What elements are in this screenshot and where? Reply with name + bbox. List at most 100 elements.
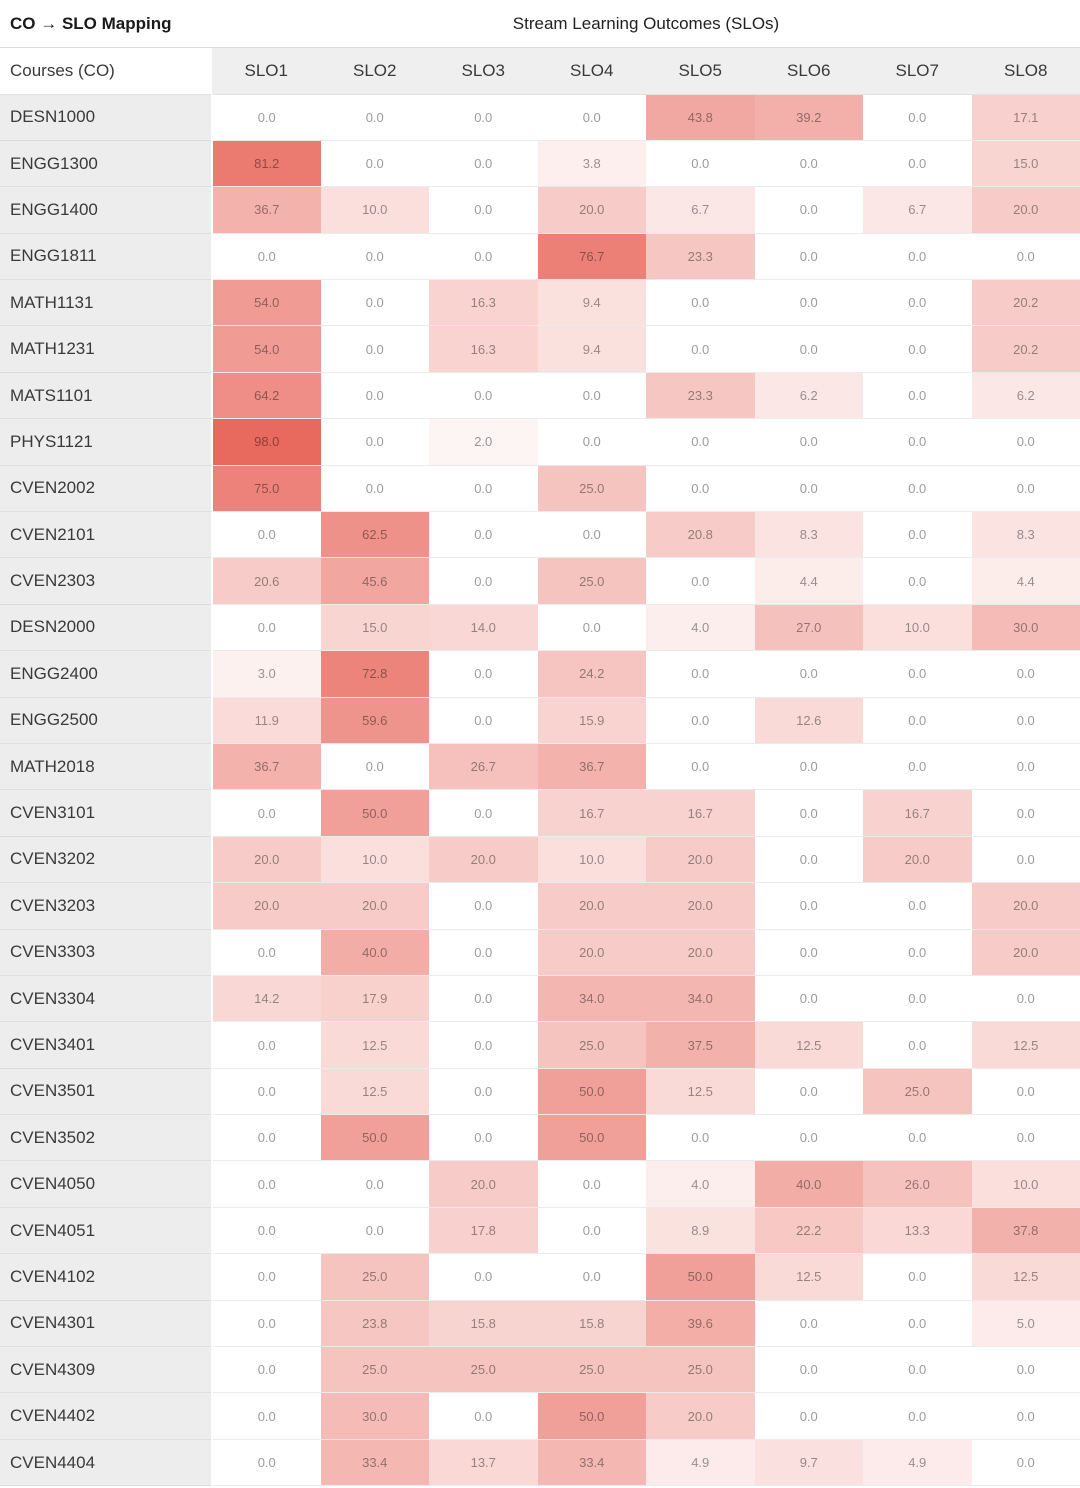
- heatmap-cell: 0.0: [429, 1392, 538, 1440]
- heatmap-cell: 43.8: [646, 94, 755, 141]
- heatmap-cell: 0.0: [320, 743, 429, 791]
- heatmap-cell: 0.0: [212, 1392, 321, 1440]
- heatmap-cell: 30.0: [971, 604, 1080, 652]
- heatmap-cell: 16.7: [537, 789, 646, 837]
- heatmap-cell: 0.0: [754, 1300, 863, 1348]
- heatmap-cell: 0.0: [971, 789, 1080, 837]
- heatmap-cell: 59.6: [320, 697, 429, 744]
- heatmap-cell: 3.0: [212, 650, 321, 698]
- heatmap-cell: 0.0: [212, 1114, 321, 1162]
- course-label: MATH2018: [0, 743, 213, 791]
- heatmap-cell: 12.5: [320, 1021, 429, 1069]
- heatmap-cell: 98.0: [212, 418, 321, 466]
- heatmap-cell: 16.7: [646, 789, 755, 837]
- heatmap-cell: 17.8: [429, 1207, 538, 1255]
- heatmap-cell: 0.0: [863, 465, 972, 513]
- heatmap-cell: 23.3: [646, 372, 755, 420]
- heatmap-cell: 0.0: [754, 1346, 863, 1394]
- heatmap-cell: 16.7: [863, 789, 972, 837]
- table-row: MATH1131 54.0 0.0 16.3 9.4 0.0 0.0 0.0 20.2: [0, 279, 1080, 327]
- course-label: DESN1000: [0, 94, 213, 141]
- co-slo-heatmap-table: Courses (CO) SLO1 SLO2 SLO3 SLO4 SLO5 SLO6 SLO…: [0, 48, 1080, 1487]
- heatmap-cell: 0.0: [754, 465, 863, 513]
- heatmap-cell: 62.5: [320, 511, 429, 559]
- heatmap-cell: 0.0: [646, 279, 755, 327]
- heatmap-cell: 0.0: [212, 789, 321, 837]
- page-title: CO → SLO Mapping: [10, 14, 172, 33]
- heatmap-cell: 0.0: [971, 975, 1080, 1023]
- heatmap-cell: 25.0: [537, 557, 646, 605]
- heatmap-cell: 0.0: [212, 1300, 321, 1348]
- course-label: ENGG1811: [0, 233, 213, 281]
- course-label: PHYS1121: [0, 418, 213, 466]
- heatmap-cell: 22.2: [754, 1207, 863, 1255]
- heatmap-cell: 25.0: [537, 465, 646, 513]
- heatmap-cell: 0.0: [320, 233, 429, 281]
- heatmap-cell: 0.0: [646, 697, 755, 744]
- heatmap-cell: 10.0: [320, 186, 429, 234]
- heatmap-cell: 20.2: [971, 279, 1080, 327]
- heatmap-cell: 20.0: [537, 186, 646, 234]
- course-label: ENGG1300: [0, 140, 213, 188]
- heatmap-cell: 17.9: [320, 975, 429, 1023]
- course-label: CVEN3401: [0, 1021, 213, 1069]
- heatmap-cell: 0.0: [971, 418, 1080, 466]
- heatmap-cell: 0.0: [863, 743, 972, 791]
- heatmap-cell: 0.0: [212, 604, 321, 652]
- heatmap-cell: 0.0: [754, 233, 863, 281]
- heatmap-cell: 0.0: [863, 1392, 972, 1440]
- heatmap-cell: 0.0: [971, 1392, 1080, 1440]
- heatmap-cell: 0.0: [863, 1021, 972, 1069]
- heatmap-cell: 0.0: [212, 1068, 321, 1116]
- table-row: ENGG1811 0.0 0.0 0.0 76.7 23.3 0.0 0.0 0.0: [0, 233, 1080, 281]
- heatmap-cell: 0.0: [429, 1021, 538, 1069]
- heatmap-cell: 24.2: [537, 650, 646, 698]
- table-row: MATS1101 64.2 0.0 0.0 0.0 23.3 6.2 0.0 6.2: [0, 372, 1080, 420]
- heatmap-cell: 17.1: [971, 94, 1080, 141]
- heatmap-cell: 20.0: [429, 836, 538, 884]
- heatmap-cell: 15.9: [537, 697, 646, 744]
- heatmap-cell: 0.0: [212, 1346, 321, 1394]
- heatmap-cell: 0.0: [212, 1439, 321, 1487]
- heatmap-cell: 6.2: [754, 372, 863, 420]
- course-label: CVEN4102: [0, 1253, 213, 1301]
- column-header-slo6: SLO6: [754, 48, 863, 95]
- heatmap-cell: 0.0: [971, 1068, 1080, 1116]
- course-label: CVEN4301: [0, 1300, 213, 1348]
- heatmap-cell: 0.0: [537, 1207, 646, 1255]
- table-row: CVEN3203 20.0 20.0 0.0 20.0 20.0 0.0 0.0 20.0: [0, 882, 1080, 930]
- heatmap-cell: 36.7: [537, 743, 646, 791]
- heatmap-cell: 15.0: [971, 140, 1080, 188]
- heatmap-cell: 25.0: [863, 1068, 972, 1116]
- course-label: CVEN4402: [0, 1392, 213, 1440]
- heatmap-cell: 0.0: [212, 1207, 321, 1255]
- heatmap-cell: 50.0: [320, 1114, 429, 1162]
- course-label: MATS1101: [0, 372, 213, 420]
- table-row: CVEN4301 0.0 23.8 15.8 15.8 39.6 0.0 0.0 5.0: [0, 1300, 1080, 1348]
- heatmap-cell: 20.0: [212, 836, 321, 884]
- course-label: DESN2000: [0, 604, 213, 652]
- heatmap-cell: 76.7: [537, 233, 646, 281]
- table-row: ENGG1400 36.7 10.0 0.0 20.0 6.7 0.0 6.7 20.0: [0, 186, 1080, 234]
- heatmap-cell: 20.0: [537, 882, 646, 930]
- course-label: CVEN2101: [0, 511, 213, 559]
- heatmap-cell: 0.0: [429, 94, 538, 141]
- table-row: CVEN3101 0.0 50.0 0.0 16.7 16.7 0.0 16.7 0.0: [0, 789, 1080, 837]
- heatmap-cell: 0.0: [646, 325, 755, 373]
- heatmap-cell: 0.0: [863, 325, 972, 373]
- heatmap-cell: 50.0: [320, 789, 429, 837]
- heatmap-cell: 40.0: [754, 1160, 863, 1208]
- heatmap-cell: 0.0: [646, 140, 755, 188]
- column-header-slo1: SLO1: [212, 48, 321, 95]
- heatmap-cell: 0.0: [212, 511, 321, 559]
- heatmap-cell: 50.0: [537, 1392, 646, 1440]
- heatmap-cell: 36.7: [212, 743, 321, 791]
- table-row: CVEN2002 75.0 0.0 0.0 25.0 0.0 0.0 0.0 0.0: [0, 465, 1080, 513]
- heatmap-cell: 25.0: [429, 1346, 538, 1394]
- heatmap-cell: 25.0: [537, 1346, 646, 1394]
- heatmap-cell: 12.5: [320, 1068, 429, 1116]
- heatmap-cell: 0.0: [320, 140, 429, 188]
- heatmap-cell: 9.4: [537, 279, 646, 327]
- table-row: MATH2018 36.7 0.0 26.7 36.7 0.0 0.0 0.0 0.0: [0, 743, 1080, 791]
- heatmap-cell: 0.0: [320, 279, 429, 327]
